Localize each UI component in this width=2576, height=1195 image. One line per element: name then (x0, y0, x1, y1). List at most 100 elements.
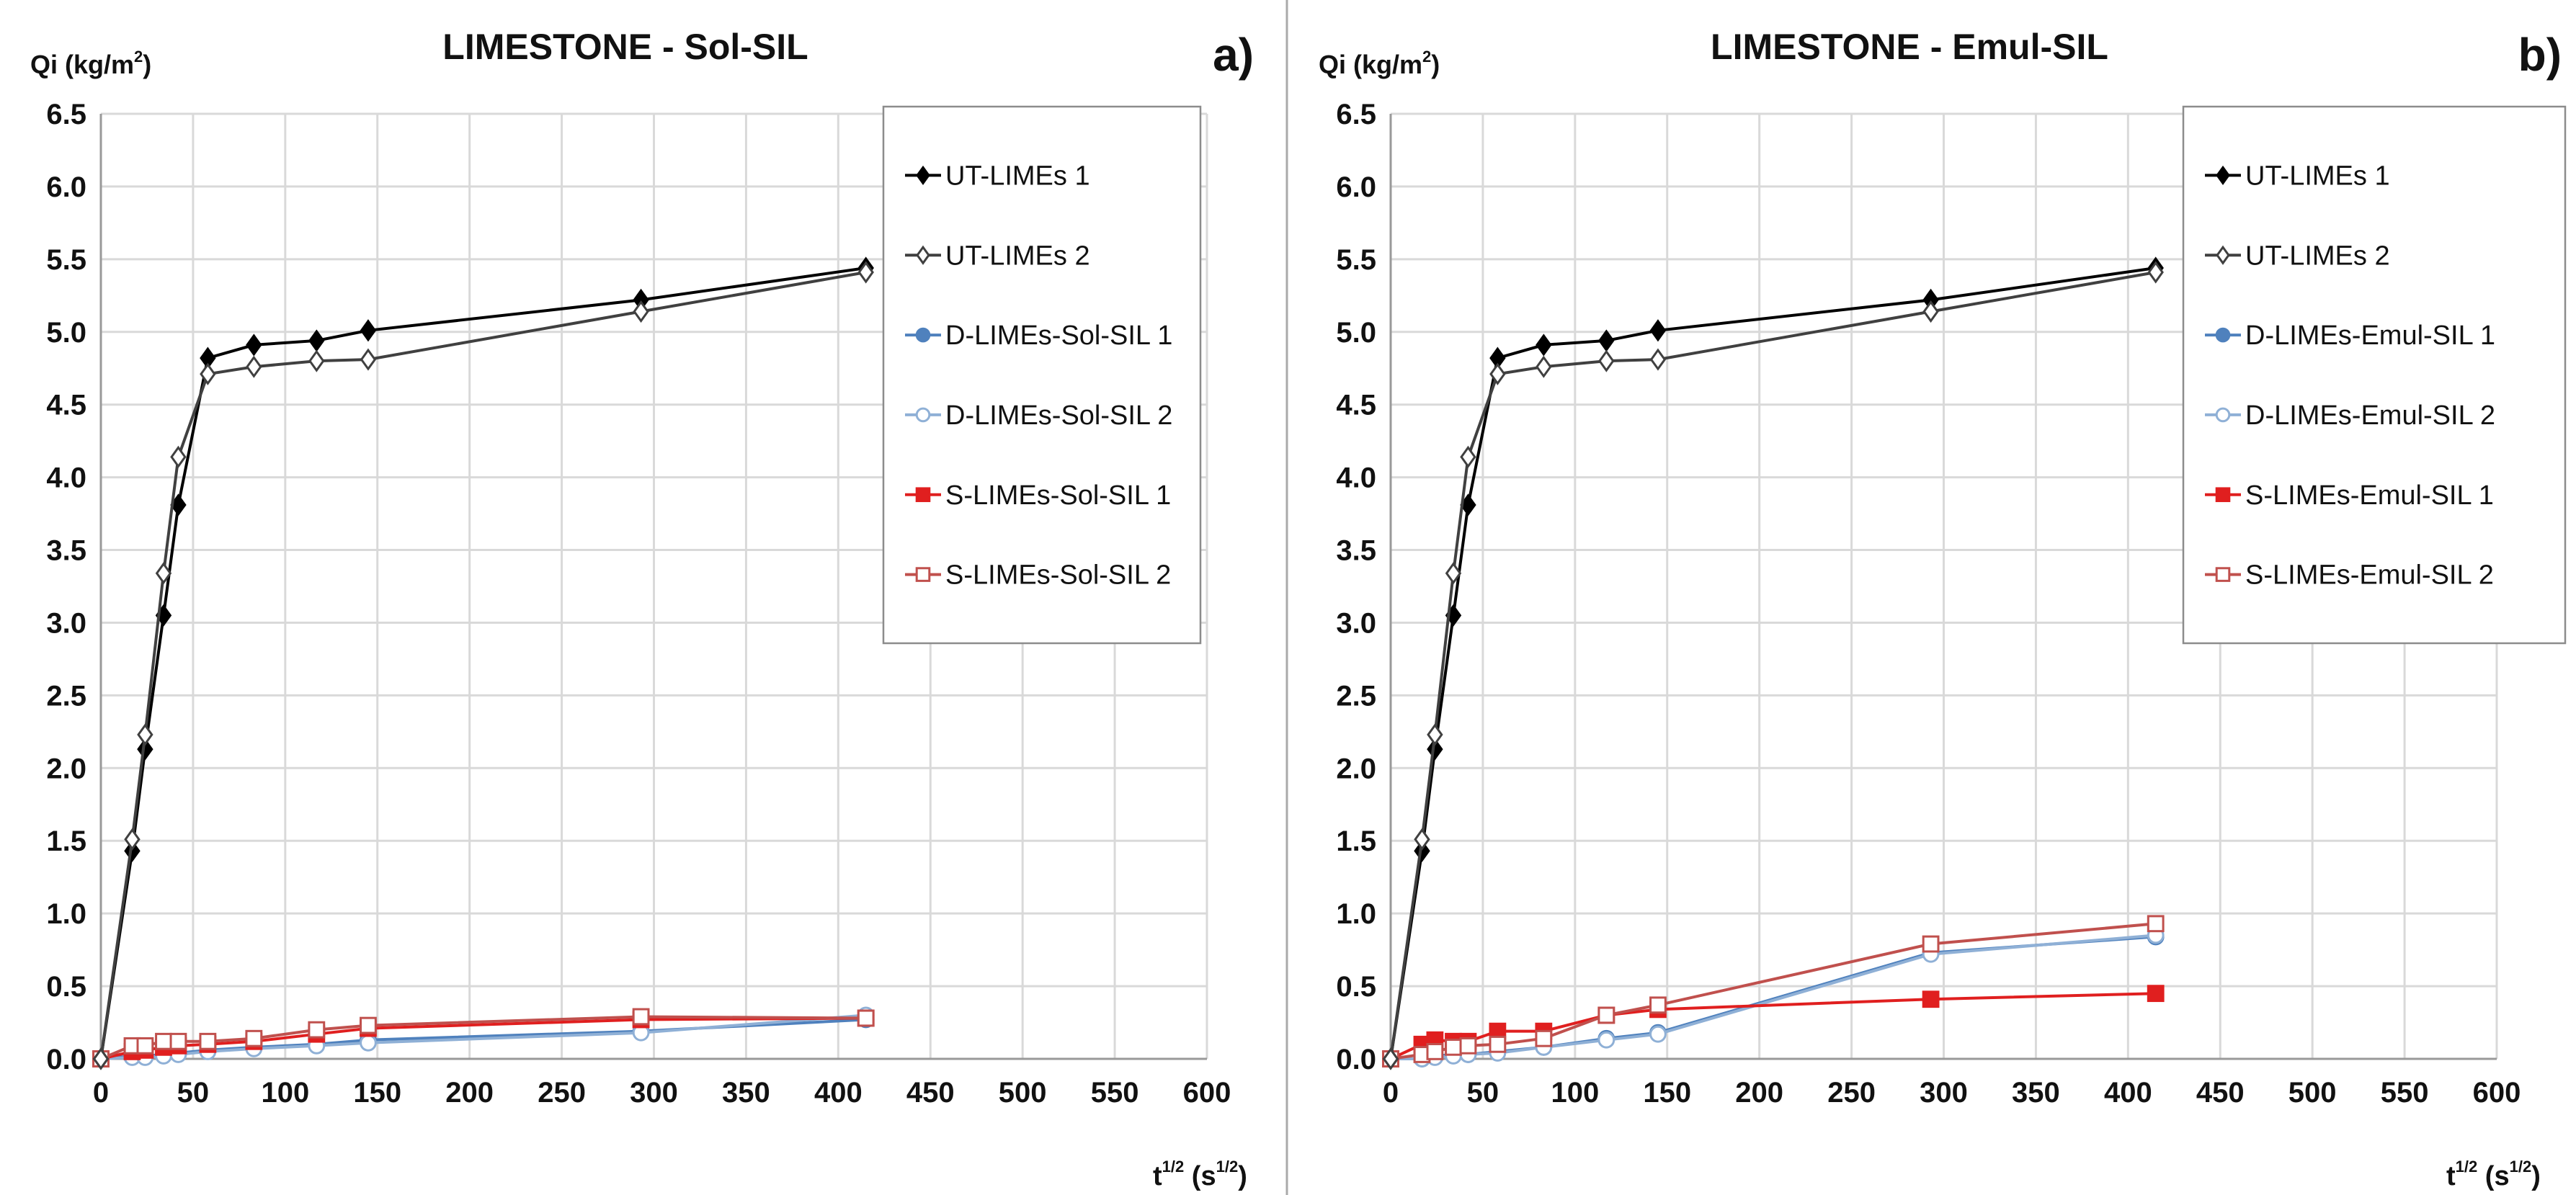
data-point (1649, 996, 1667, 1014)
y-tick-label: 0.5 (46, 971, 86, 1003)
legend-marker (2216, 245, 2230, 265)
x-tick-label: 50 (1467, 1077, 1499, 1109)
data-point (155, 562, 172, 585)
legend-label: D-LIMEs-Sol-SIL 2 (945, 400, 1172, 431)
data-point (246, 355, 262, 378)
y-tick-label: 2.5 (46, 680, 86, 712)
data-point (633, 300, 649, 323)
data-point (1536, 355, 1552, 378)
y-tick-label: 0.0 (1336, 1044, 1376, 1075)
legend-label: UT-LIMEs 2 (945, 241, 1090, 271)
y-tick-label: 6.5 (46, 99, 86, 130)
y-tick-label: 0.5 (1336, 971, 1376, 1003)
x-tick-label: 350 (722, 1077, 770, 1109)
x-axis-label: t1/2 (s1/2) (1153, 1158, 1247, 1191)
data-point (1382, 1047, 1399, 1070)
legend-marker (915, 567, 931, 582)
chart-panel-b: LIMESTONE - Emul-SIL b) Qi (kg/m2) 0 50 10… (1319, 27, 2567, 1191)
data-point (360, 1034, 377, 1052)
data-point (246, 334, 262, 357)
legend-label: D-LIMEs-Sol-SIL 1 (945, 321, 1172, 351)
legend: UT-LIMEs 1 UT-LIMEs 2 D-LIMEs-Emul-SIL 1 D-… (2182, 105, 2567, 645)
y-tick-labels: 0.0 0.5 1.0 1.5 2.0 2.5 3.0 3.5 4.0 4.5 5.0 5.5 6.0 6… (1336, 99, 1376, 1075)
y-tick-label: 6.0 (46, 171, 86, 203)
legend-marker (2215, 327, 2231, 343)
x-tick-labels: 0 50 100 150 200 250 300 350 400 450 500 550 600 (1383, 1077, 2521, 1109)
y-tick-label: 4.0 (1336, 462, 1376, 494)
legend-marker (915, 487, 931, 503)
x-tick-label: 600 (1183, 1077, 1231, 1109)
x-tick-label: 300 (630, 1077, 678, 1109)
series-line (99, 271, 867, 1060)
legend-marker (2215, 487, 2231, 503)
x-tick-label: 250 (1827, 1077, 1876, 1109)
legend-box (882, 105, 1202, 645)
data-point (124, 828, 141, 851)
legend-marker (916, 245, 930, 265)
data-point (1597, 1006, 1615, 1024)
x-tick-label: 250 (538, 1077, 586, 1109)
data-point (1427, 723, 1443, 746)
y-tick-label: 3.0 (46, 607, 86, 639)
data-point (360, 1016, 377, 1034)
chart-title: LIMESTONE - Sol-SIL (442, 27, 808, 67)
series-line (99, 267, 866, 1060)
data-point (1414, 828, 1430, 851)
data-point (1489, 362, 1506, 385)
data-point (137, 723, 153, 746)
panel-letter: b) (2518, 29, 2562, 81)
y-tick-label: 3.0 (1336, 607, 1376, 639)
data-point (2147, 261, 2164, 284)
y-tick-label: 5.0 (1336, 317, 1376, 349)
y-tick-label: 1.0 (1336, 898, 1376, 930)
x-tick-label: 550 (1091, 1077, 1139, 1109)
y-axis-label: Qi (kg/m2) (30, 48, 151, 79)
legend-label: UT-LIMEs 2 (2245, 241, 2390, 271)
x-tick-label: 400 (2104, 1077, 2152, 1109)
y-tick-label: 5.5 (46, 244, 86, 276)
legend-label: S-LIMEs-Sol-SIL 2 (945, 560, 1171, 591)
x-tick-label: 450 (2196, 1077, 2245, 1109)
y-tick-label: 2.0 (46, 753, 86, 784)
data-point (1459, 1037, 1477, 1055)
data-point (1922, 300, 1939, 323)
panel-letter: a) (1213, 29, 1254, 81)
data-point (360, 319, 377, 342)
legend-label: UT-LIMEs 1 (945, 161, 1090, 191)
x-tick-label: 200 (445, 1077, 494, 1109)
y-tick-label: 1.0 (46, 898, 86, 930)
x-tick-label: 100 (1551, 1077, 1599, 1109)
data-point (1427, 738, 1443, 761)
chart-panel-a: LIMESTONE - Sol-SIL a) Qi (kg/m2) 0 50 100… (30, 27, 1254, 1191)
chart-title: LIMESTONE - Emul-SIL (1711, 27, 2108, 67)
legend-marker (2215, 407, 2231, 423)
y-tick-label: 1.5 (46, 825, 86, 857)
data-point (308, 349, 325, 372)
data-point (1598, 329, 1615, 352)
x-tick-labels: 0 50 100 150 200 250 300 350 400 450 500 550 600 (93, 1077, 1231, 1109)
data-point (1426, 1043, 1444, 1060)
x-tick-label: 500 (999, 1077, 1047, 1109)
data-point (1536, 334, 1552, 357)
x-tick-label: 100 (261, 1077, 309, 1109)
y-tick-label: 3.5 (1336, 535, 1376, 567)
legend-label: S-LIMEs-Emul-SIL 1 (2245, 480, 2494, 511)
y-tick-label: 4.5 (46, 390, 86, 421)
data-point (857, 261, 874, 284)
data-point (1597, 1031, 1615, 1049)
x-axis-label: t1/2 (s1/2) (2446, 1158, 2541, 1191)
x-tick-label: 50 (177, 1077, 210, 1109)
y-tick-labels: 0.0 0.5 1.0 1.5 2.0 2.5 3.0 3.5 4.0 4.5 5.0 5.5 6.0 6… (46, 99, 86, 1075)
data-point (169, 1032, 187, 1050)
series-line (1389, 267, 2156, 1060)
x-tick-label: 150 (353, 1077, 401, 1109)
x-tick-label: 600 (2473, 1077, 2521, 1109)
data-point (155, 1032, 172, 1050)
y-tick-label: 2.0 (1336, 753, 1376, 784)
y-tick-label: 6.5 (1336, 99, 1376, 130)
data-point (1489, 1035, 1507, 1053)
data-point (1649, 319, 1667, 342)
data-point (632, 1008, 650, 1026)
data-point (170, 445, 187, 468)
